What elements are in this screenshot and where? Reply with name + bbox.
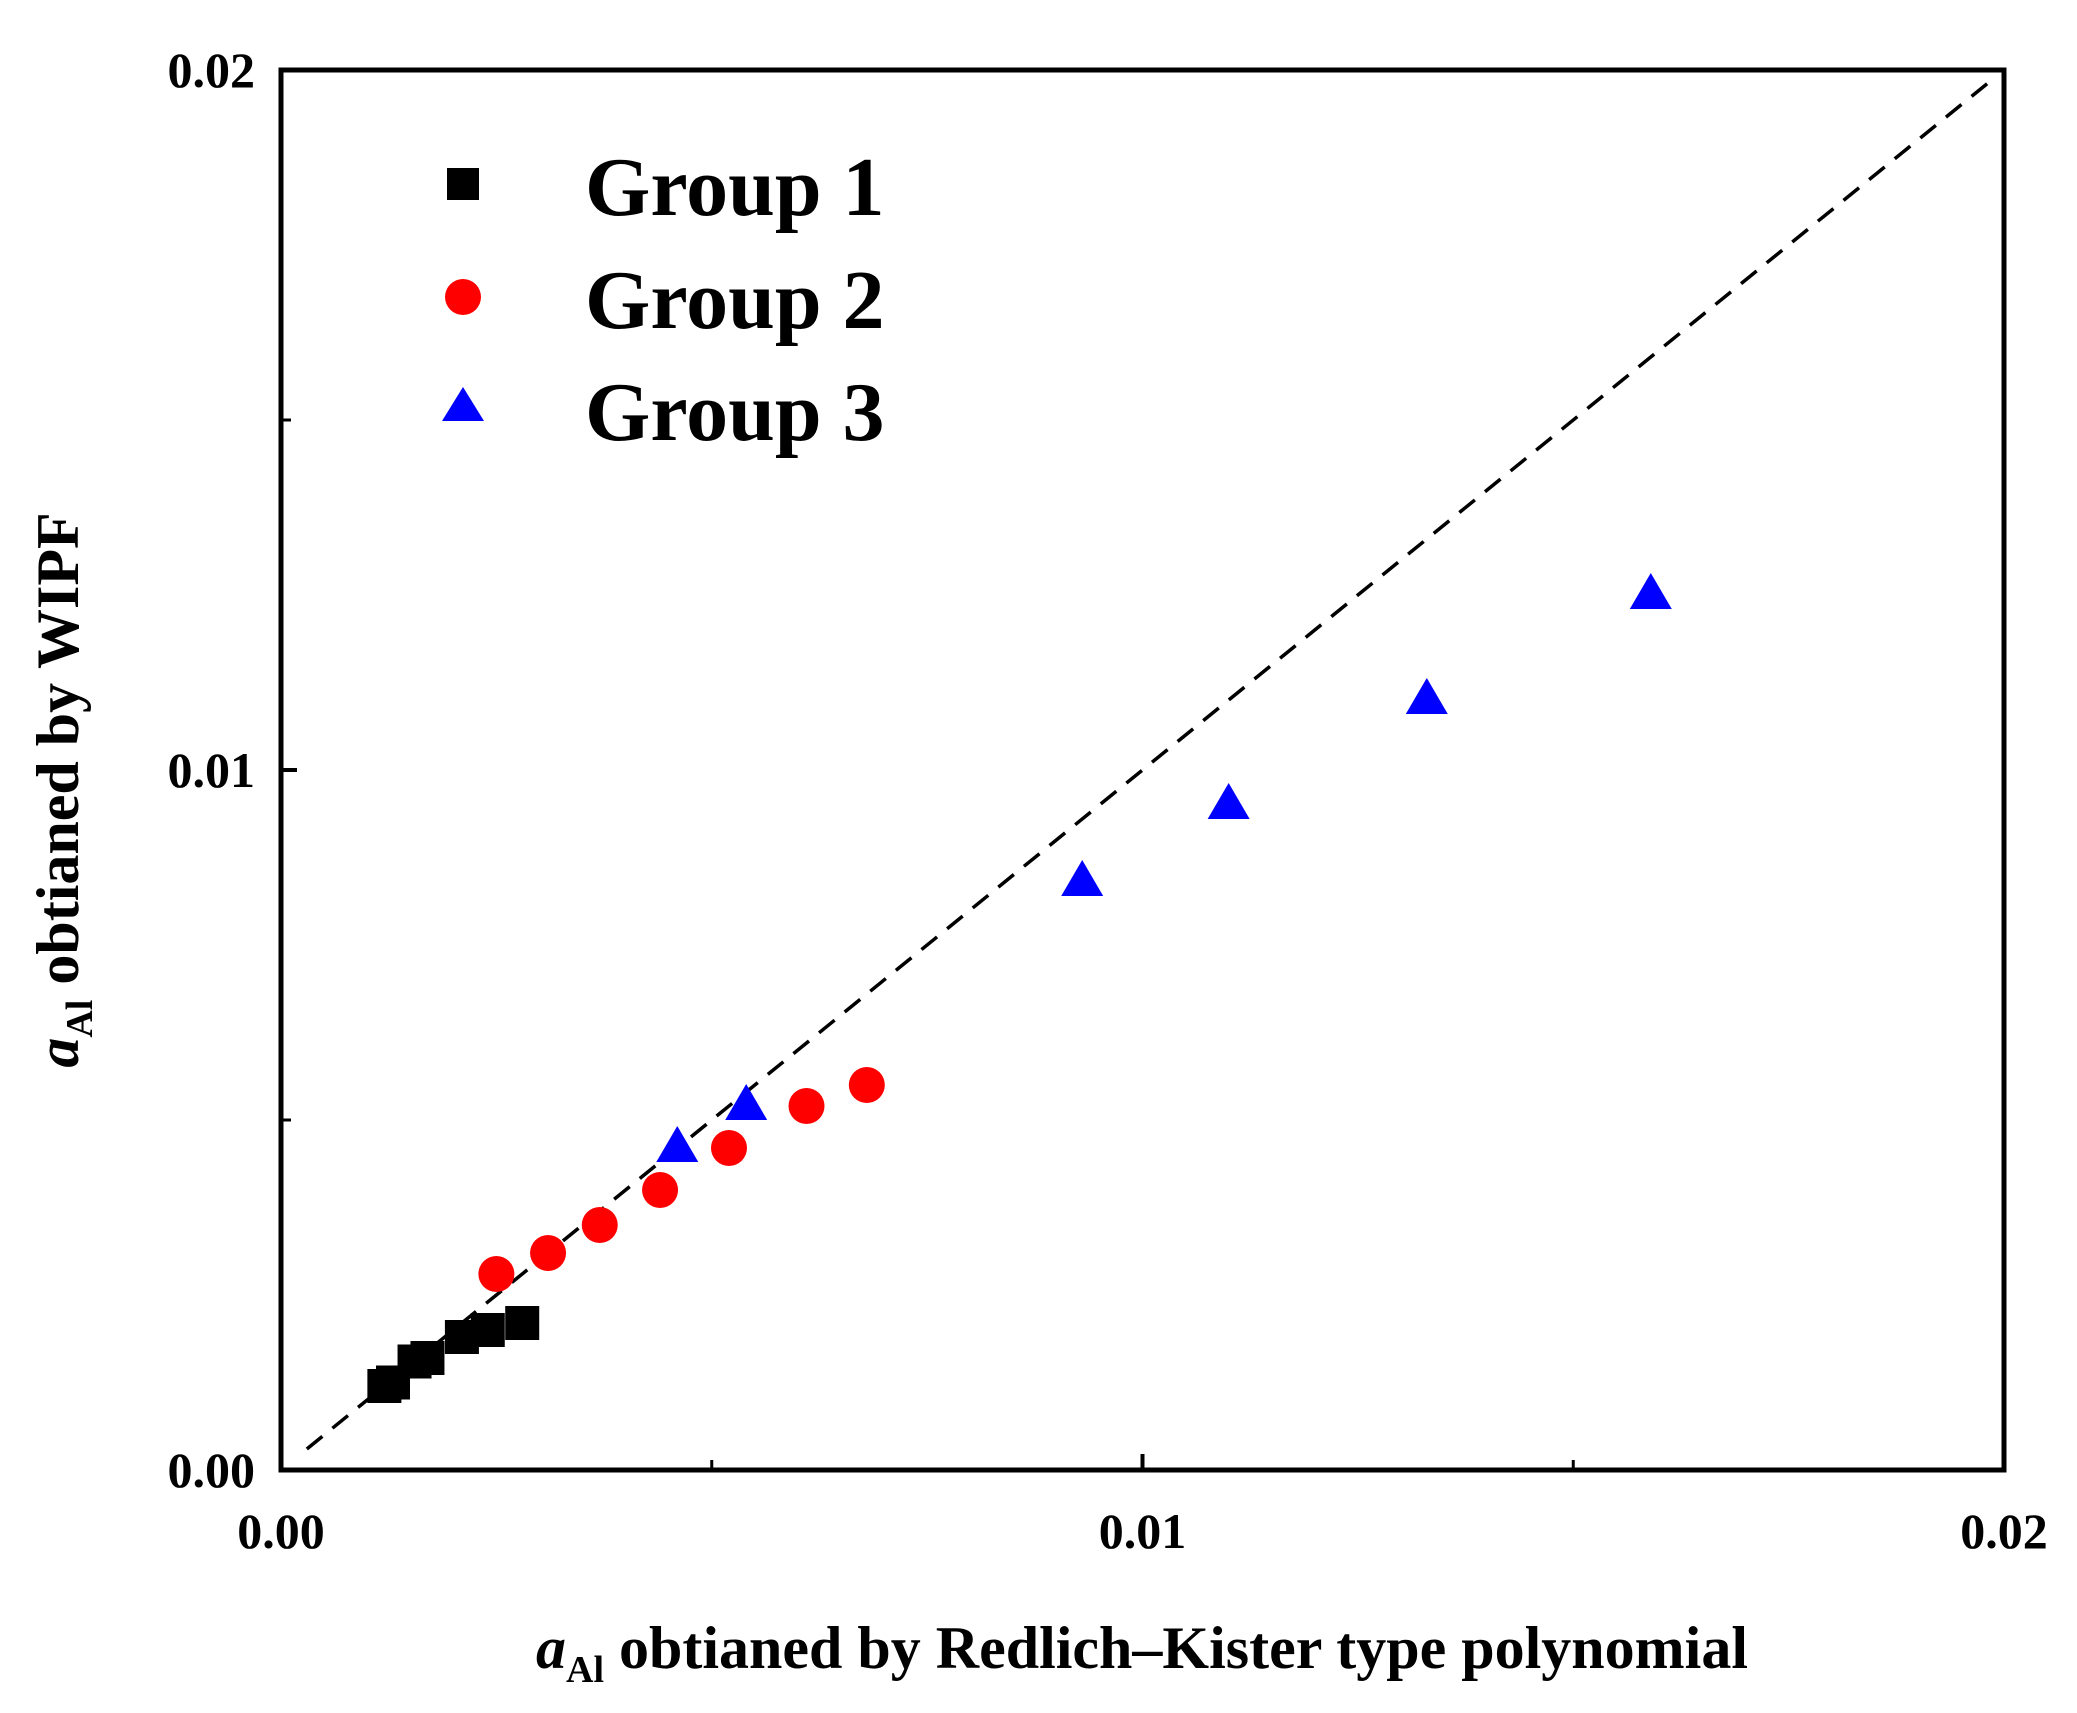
legend-item-group-1: Group 1 <box>447 141 885 234</box>
series-group-2 <box>478 1067 885 1292</box>
group-2-point <box>530 1235 567 1271</box>
group-2-point <box>848 1067 885 1103</box>
series-group-1 <box>367 1306 540 1403</box>
y-tick-label: 0.01 <box>168 742 256 798</box>
x-tick-label: 0.01 <box>1099 1503 1187 1559</box>
group-3-point <box>1061 860 1104 896</box>
group-3-point <box>1405 678 1448 714</box>
legend-label-group-3: Group 3 <box>585 366 885 459</box>
group-1-point <box>410 1341 445 1375</box>
legend-marker-circle <box>445 279 481 315</box>
group-2-point <box>642 1172 679 1208</box>
y-tick-label: 0.00 <box>168 1442 256 1498</box>
y-axis-title-text: obtianed by WIPF <box>25 512 91 999</box>
plot-frame <box>278 67 2007 1473</box>
group-3-point <box>1207 783 1250 819</box>
x-axis-title-symbol: a <box>536 1615 566 1681</box>
x-axis-title-subscript: Al <box>566 1649 604 1691</box>
y-tick-label: 0.02 <box>168 42 256 98</box>
group-2-point <box>710 1130 747 1166</box>
legend-label-group-1: Group 1 <box>585 141 885 234</box>
legend-marker-square <box>447 168 479 200</box>
y-axis-title: aAl obtianed by WIPF <box>25 512 101 1067</box>
group-3-point <box>656 1126 699 1162</box>
y-tick-labels: 0.00 0.01 0.02 <box>168 42 256 1498</box>
legend-label-group-2: Group 2 <box>585 254 885 347</box>
legend-item-group-2: Group 2 <box>445 254 885 347</box>
group-2-point <box>478 1256 515 1292</box>
group-1-point <box>470 1313 505 1347</box>
y-axis-title-symbol: a <box>25 1038 91 1068</box>
group-3-point <box>1629 573 1672 609</box>
legend-item-group-3: Group 3 <box>442 366 885 459</box>
x-tick-label: 0.00 <box>237 1503 325 1559</box>
group-3-point <box>725 1084 768 1120</box>
data-points <box>367 573 1672 1403</box>
series-group-3 <box>656 573 1672 1162</box>
x-axis-title: aAl obtianed by Redlich–Kister type poly… <box>536 1615 1748 1691</box>
group-2-point <box>581 1207 618 1243</box>
x-tick-labels: 0.00 0.01 0.02 <box>237 1503 2048 1559</box>
legend: Group 1 Group 2 Group 3 <box>442 141 885 459</box>
legend-marker-triangle <box>442 387 484 421</box>
group-2-point <box>788 1088 825 1124</box>
x-axis-title-text: obtianed by Redlich–Kister type polynomi… <box>604 1615 1748 1681</box>
group-1-point <box>505 1306 540 1340</box>
x-tick-label: 0.02 <box>1960 1503 2048 1559</box>
y-axis-title-subscript: Al <box>59 1000 101 1038</box>
